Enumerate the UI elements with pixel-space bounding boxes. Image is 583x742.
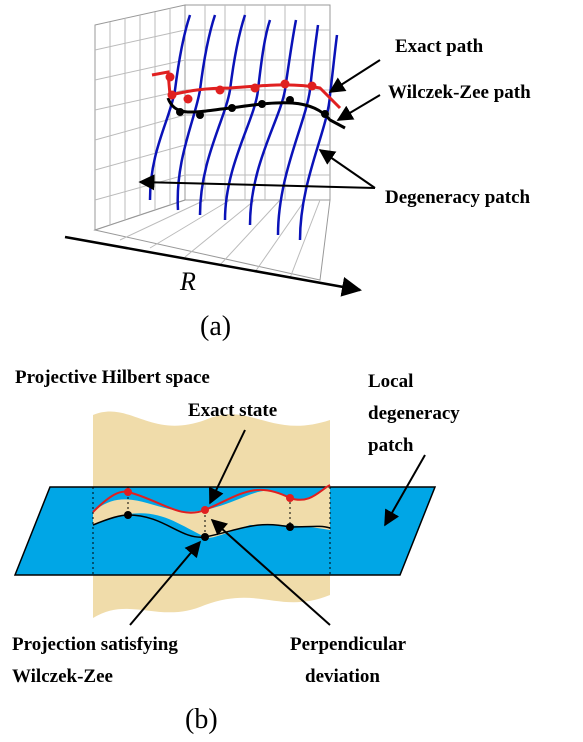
arrow — [330, 60, 380, 92]
arrow — [140, 182, 375, 188]
r-axis — [65, 237, 360, 290]
title: Projective Hilbert space — [15, 367, 210, 388]
caption: (b) — [185, 704, 218, 735]
label: Wilczek-Zee path — [388, 82, 531, 103]
arrow — [338, 95, 380, 120]
axis-label: R — [179, 267, 196, 296]
label: Exact path — [395, 36, 484, 57]
degeneracy-curves — [150, 15, 337, 240]
arrow — [320, 150, 375, 188]
figure: Exact path Wilczek-Zee path Degeneracy p… — [0, 0, 583, 742]
label: Degeneracy patch — [385, 187, 531, 208]
label: Exact state — [188, 400, 277, 421]
caption: (a) — [200, 311, 231, 342]
